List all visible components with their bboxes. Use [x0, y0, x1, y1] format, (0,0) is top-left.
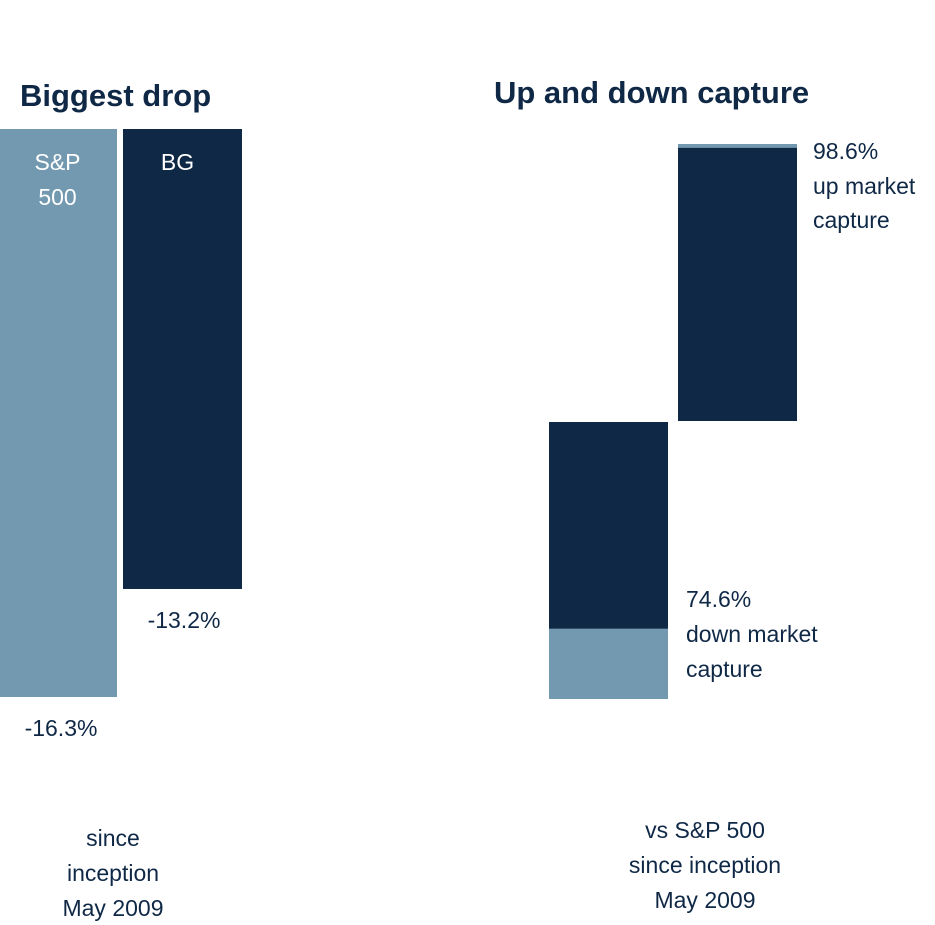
- bar-sp500-value-label: -16.3%: [25, 715, 98, 741]
- up-capture-label-line3: capture: [813, 207, 890, 233]
- capture-title: Up and down capture: [494, 75, 809, 110]
- up-capture-value-label: 98.6%: [813, 138, 878, 164]
- capture-chart: Up and down capture 98.6% up market capt…: [494, 75, 916, 913]
- down-capture-value-label: 74.6%: [686, 586, 751, 612]
- bar-sp500-label-line1: S&P: [34, 149, 80, 175]
- up-capture-fund-bar: [678, 147, 797, 422]
- capture-note-line1: vs S&P 500: [645, 817, 765, 843]
- up-capture-label-line2: up market: [813, 173, 916, 199]
- bar-bg: [123, 129, 242, 589]
- biggest-drop-chart: Biggest drop S&P 500 BG -16.3% -13.2% si…: [0, 78, 242, 921]
- capture-note-line2: since inception: [629, 852, 781, 878]
- biggest-drop-title: Biggest drop: [20, 78, 211, 113]
- bar-bg-value-label: -13.2%: [148, 607, 221, 633]
- down-capture-label-line3: capture: [686, 656, 763, 682]
- capture-note-line3: May 2009: [654, 887, 755, 913]
- down-capture-label-line2: down market: [686, 621, 818, 647]
- bar-sp500: [0, 129, 117, 697]
- bar-bg-label: BG: [161, 149, 194, 175]
- bar-sp500-label-line2: 500: [38, 184, 76, 210]
- biggest-drop-note-line1: since: [86, 825, 140, 851]
- biggest-drop-note-line3: May 2009: [62, 895, 163, 921]
- biggest-drop-note-line2: inception: [67, 860, 159, 886]
- down-capture-fund-bar: [549, 422, 668, 629]
